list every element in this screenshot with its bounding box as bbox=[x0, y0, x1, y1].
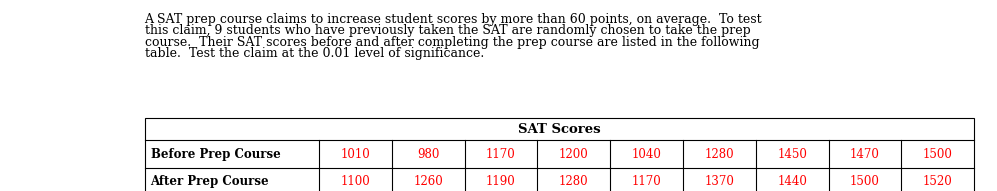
Text: Before Prep Course: Before Prep Course bbox=[151, 148, 280, 161]
Text: 1440: 1440 bbox=[778, 175, 807, 189]
Text: 1500: 1500 bbox=[850, 175, 879, 189]
Text: course.  Their SAT scores before and after completing the prep course are listed: course. Their SAT scores before and afte… bbox=[145, 36, 759, 49]
Text: SAT Scores: SAT Scores bbox=[518, 123, 600, 136]
Text: 1040: 1040 bbox=[632, 148, 661, 161]
Text: After Prep Course: After Prep Course bbox=[151, 175, 269, 189]
Text: A SAT prep course claims to increase student scores by more than 60 points, on a: A SAT prep course claims to increase stu… bbox=[145, 13, 762, 26]
Text: 1170: 1170 bbox=[487, 148, 515, 161]
Text: 1280: 1280 bbox=[559, 175, 588, 189]
Text: 1190: 1190 bbox=[487, 175, 515, 189]
Text: 1100: 1100 bbox=[341, 175, 370, 189]
Text: 1010: 1010 bbox=[341, 148, 370, 161]
Bar bbox=[145, 118, 974, 191]
Text: table.  Test the claim at the 0.01 level of significance.: table. Test the claim at the 0.01 level … bbox=[145, 47, 484, 60]
Text: this claim, 9 students who have previously taken the SAT are randomly chosen to : this claim, 9 students who have previous… bbox=[145, 24, 751, 37]
Text: 1260: 1260 bbox=[414, 175, 443, 189]
Text: 1470: 1470 bbox=[850, 148, 879, 161]
Text: 1170: 1170 bbox=[632, 175, 661, 189]
Text: 1370: 1370 bbox=[705, 175, 734, 189]
Text: 1200: 1200 bbox=[559, 148, 588, 161]
Text: 1500: 1500 bbox=[923, 148, 952, 161]
Text: 1520: 1520 bbox=[923, 175, 952, 189]
Text: 980: 980 bbox=[417, 148, 440, 161]
Text: 1280: 1280 bbox=[705, 148, 734, 161]
Text: 1450: 1450 bbox=[778, 148, 807, 161]
